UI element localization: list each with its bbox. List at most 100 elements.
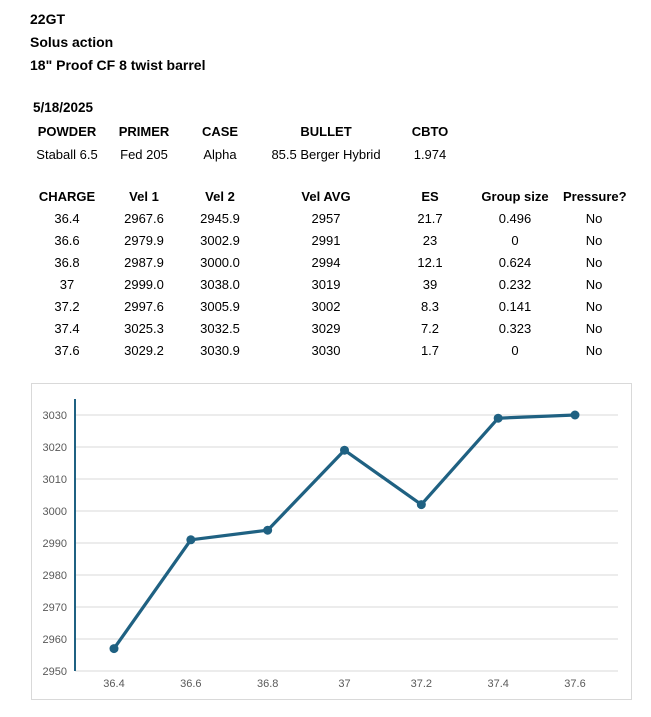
- y-tick-label: 2960: [43, 634, 67, 646]
- table-cell: 3029.2: [124, 343, 164, 358]
- table-cell: 0.323: [498, 321, 532, 336]
- column-header: POWDER: [37, 124, 97, 139]
- column-header: BULLET: [300, 124, 352, 139]
- y-tick-label: 3000: [43, 506, 67, 518]
- x-tick-label: 37.2: [411, 678, 432, 690]
- column-header: CHARGE: [38, 189, 96, 204]
- table-cell: 0: [511, 343, 519, 358]
- table-cell: 3030.9: [200, 343, 240, 358]
- table-cell: 3005.9: [200, 299, 240, 314]
- table-cell: 85.5 Berger Hybrid: [271, 147, 381, 162]
- table-cell: 2957: [311, 211, 341, 226]
- table-cell: 12.1: [417, 255, 443, 270]
- table-cell: 23: [422, 233, 438, 248]
- column-header: Group size: [481, 189, 549, 204]
- table-cell: Staball 6.5: [36, 147, 98, 162]
- column-header: CASE: [201, 124, 239, 139]
- table-cell: 36.8: [54, 255, 80, 270]
- column-header: Pressure?: [563, 189, 627, 204]
- table-cell: 2967.6: [124, 211, 164, 226]
- table-cell: 2994: [311, 255, 341, 270]
- table-cell: 2991: [311, 233, 341, 248]
- table-cell: 0.496: [498, 211, 532, 226]
- data-point-marker: [109, 644, 119, 654]
- table-cell: 7.2: [420, 321, 440, 336]
- velocity-chart-plot: 2950 2960 2970 2980 2990 3000 3010 3020 3030 36.4…: [43, 399, 618, 690]
- table-cell: 36.6: [54, 233, 80, 248]
- x-tick-label: 37.6: [564, 678, 585, 690]
- table-cell: 0.624: [498, 255, 532, 270]
- table-cell: 3000.0: [200, 255, 240, 270]
- table-cell: 1.974: [413, 147, 447, 162]
- table-cell: 3019: [311, 277, 341, 292]
- y-tick-label: 3010: [43, 474, 67, 486]
- table-header-row: CHARGE Vel 1 Vel 2 Vel AVG ES Group size Press…: [27, 186, 627, 208]
- y-tick-label: 2980: [43, 570, 67, 582]
- table-cell: 37.2: [54, 299, 80, 314]
- rifle-name: 22GT: [30, 11, 66, 27]
- action-name: Solus action: [30, 34, 114, 50]
- column-header: Vel 2: [205, 189, 235, 204]
- table-cell: 8.3: [420, 299, 440, 314]
- table-row: 37.4 3025.3 3032.5 3029 7.2 0.323 No: [27, 318, 625, 340]
- column-header: PRIMER: [118, 124, 170, 139]
- table-cell: No: [585, 233, 603, 248]
- y-tick-label: 2950: [43, 666, 67, 678]
- table-cell: 2997.6: [124, 299, 164, 314]
- table-cell: 3002.9: [200, 233, 240, 248]
- results-table: CHARGE Vel 1 Vel 2 Vel AVG ES Group size Press…: [27, 186, 627, 362]
- table-cell: 2945.9: [200, 211, 240, 226]
- table-row: 36.8 2987.9 3000.0 2994 12.1 0.624 No: [27, 252, 625, 274]
- table-cell: No: [585, 277, 603, 292]
- table-cell: 3030: [311, 343, 341, 358]
- data-point-marker: [263, 525, 273, 535]
- x-tick-label: 36.6: [180, 678, 201, 690]
- y-tick-label: 2970: [43, 602, 67, 614]
- x-tick-label: 36.4: [103, 678, 124, 690]
- velocity-chart: 2950 2960 2970 2980 2990 3000 3010 3020 3030 36.4…: [31, 383, 632, 700]
- column-header: Vel 1: [129, 189, 159, 204]
- table-row: 37.6 3029.2 3030.9 3030 1.7 0 No: [27, 340, 625, 362]
- x-tick-label: 36.8: [257, 678, 278, 690]
- table-cell: 2987.9: [124, 255, 164, 270]
- table-cell: 3029: [311, 321, 341, 336]
- table-cell: 3038.0: [200, 277, 240, 292]
- y-tick-label: 3020: [43, 442, 67, 454]
- table-cell: 1.7: [420, 343, 440, 358]
- table-cell: 2999.0: [124, 277, 164, 292]
- table-cell: 36.4: [54, 211, 80, 226]
- table-cell: 37.6: [54, 343, 80, 358]
- table-row: Staball 6.5 Fed 205 Alpha 85.5 Berger Hybri…: [27, 143, 467, 166]
- title-block: 22GT Solus action 18" Proof CF 8 twist b…: [30, 8, 205, 77]
- data-point-marker: [570, 410, 580, 420]
- y-tick-label: 2990: [43, 538, 67, 550]
- table-cell: Alpha: [203, 147, 237, 162]
- session-date: 5/18/2025: [33, 100, 94, 115]
- table-cell: 2979.9: [124, 233, 164, 248]
- table-cell: 37: [59, 277, 75, 292]
- barrel-description: 18" Proof CF 8 twist barrel: [30, 57, 206, 73]
- y-tick-label: 3030: [43, 410, 67, 422]
- table-cell: No: [585, 211, 603, 226]
- table-row: 37 2999.0 3038.0 3019 39 0.232 No: [27, 274, 625, 296]
- table-cell: No: [585, 321, 603, 336]
- data-point-marker: [186, 535, 196, 545]
- table-cell: 0.232: [498, 277, 532, 292]
- table-cell: 0: [511, 233, 519, 248]
- table-cell: 39: [422, 277, 438, 292]
- column-header: CBTO: [411, 124, 449, 139]
- data-point-marker: [340, 445, 349, 455]
- x-tick-label: 37: [338, 678, 350, 690]
- table-cell: 0.141: [498, 299, 532, 314]
- table-header-row: POWDER PRIMER CASE BULLET CBTO: [27, 120, 467, 143]
- table-cell: No: [585, 255, 603, 270]
- column-header: Vel AVG: [301, 189, 351, 204]
- table-row: 37.2 2997.6 3005.9 3002 8.3 0.141 No: [27, 296, 625, 318]
- data-point-marker: [416, 500, 426, 510]
- table-cell: 3025.3: [124, 321, 164, 336]
- table-cell: No: [585, 299, 603, 314]
- table-cell: 37.4: [54, 321, 80, 336]
- load-table: POWDER PRIMER CASE BULLET CBTO Staball 6.5 Fed…: [27, 120, 467, 166]
- table-cell: 3002: [311, 299, 341, 314]
- column-header: ES: [421, 189, 439, 204]
